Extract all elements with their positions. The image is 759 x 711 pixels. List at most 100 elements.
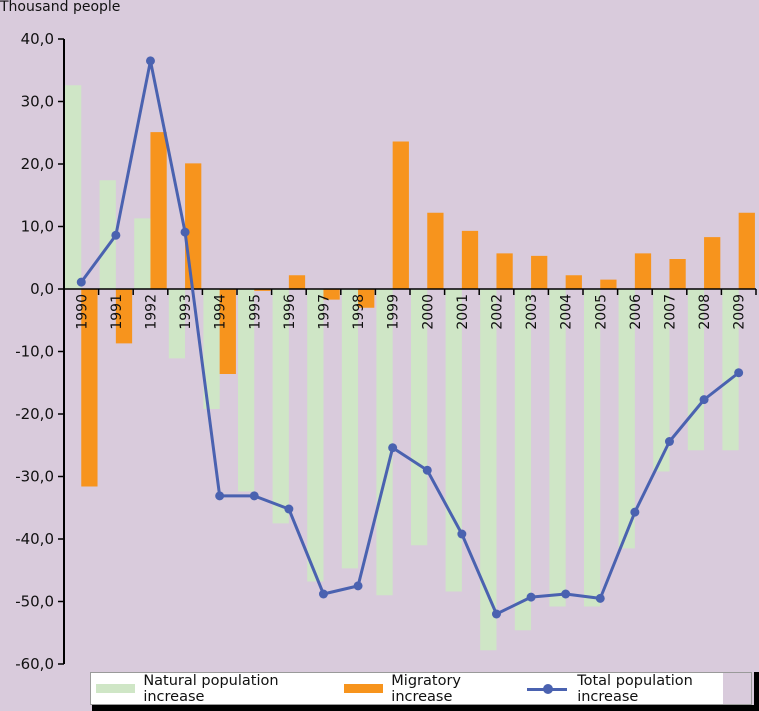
y-tick-label: -60,0 (15, 655, 54, 673)
x-tick-label-1996: 1996 (282, 294, 298, 330)
natural-bar-2007 (653, 289, 670, 472)
migratory-bar-1990 (81, 289, 98, 487)
total-point-2008 (699, 395, 709, 405)
total-point-2000 (422, 465, 432, 475)
legend-item-total: Total population increase (521, 673, 751, 705)
migratory-bar-2002 (496, 253, 513, 289)
total-point-1994 (215, 491, 225, 501)
migratory-bar-1999 (392, 141, 409, 289)
y-tick-label: -40,0 (15, 530, 54, 548)
legend-label-total: Total population increase (577, 672, 693, 705)
x-tick-label-1990: 1990 (74, 294, 90, 330)
total-point-2007 (664, 437, 674, 446)
total-point-2002 (491, 609, 501, 619)
right-border-strip (754, 672, 759, 711)
total-point-2009 (734, 368, 744, 378)
total-point-2006 (630, 507, 640, 517)
total-point-1998 (353, 581, 363, 591)
y-axis-unit-label: Thousand people (0, 0, 121, 15)
migratory-bar-1994 (219, 289, 236, 374)
y-tick-label: -10,0 (15, 343, 54, 361)
total-point-1997 (318, 589, 328, 599)
x-tick-label-2001: 2001 (455, 294, 471, 330)
total-point-2003 (526, 592, 536, 602)
x-tick-label-1999: 1999 (386, 294, 402, 330)
natural-bar-2003 (514, 289, 532, 631)
legend-overlap-patch (723, 673, 751, 704)
migratory-bar-2005 (600, 279, 617, 289)
axes-group: 40,0 30,0 20,0 10,0 0,0 -10,0 -20,0 -30,0 -40,0 -… (15, 30, 757, 673)
x-tick-label-1997: 1997 (317, 294, 333, 330)
migratory-bar-1992 (150, 132, 167, 289)
natural-bar-1990 (65, 85, 82, 289)
x-tick-label-2008: 2008 (697, 294, 713, 330)
natural-bar-1999 (376, 289, 393, 596)
x-tick-label-1995: 1995 (247, 294, 263, 330)
migratory-bar-1995 (254, 289, 271, 291)
legend-item-migratory: Migratory increase (336, 673, 521, 705)
x-tick-label-2007: 2007 (663, 294, 679, 330)
migratory-bar-1997 (323, 289, 340, 300)
migratory-bar-2003 (531, 255, 548, 289)
total-point-2004 (561, 589, 571, 599)
total-point-1990 (76, 277, 86, 287)
natural-bar-2009 (722, 289, 739, 451)
total-line-group (76, 56, 744, 619)
x-tick-label-2006: 2006 (628, 294, 644, 330)
natural-bar-1991 (99, 180, 116, 289)
x-tick-label-2000: 2000 (420, 294, 436, 330)
x-tick-label-1991: 1991 (109, 294, 125, 330)
migratory-bar-2008 (704, 237, 721, 289)
legend-label-migratory: Migratory increase (391, 672, 461, 705)
natural-bars-group (65, 85, 739, 651)
legend-swatch-natural (96, 684, 136, 693)
y-tick-label: 30,0 (21, 93, 54, 111)
y-tick-label: 10,0 (21, 218, 54, 236)
legend-swatch-total-line (526, 683, 568, 695)
legend-item-natural: Natural population increase (91, 673, 336, 705)
total-point-1993 (180, 227, 190, 237)
natural-bar-2001 (445, 289, 462, 592)
natural-bar-2004 (549, 289, 566, 607)
y-tick-label: -20,0 (15, 405, 54, 423)
migratory-bar-2007 (669, 259, 686, 289)
x-tick-label-1992: 1992 (144, 294, 160, 330)
y-tick-label: 20,0 (21, 155, 54, 173)
x-tick-label-1993: 1993 (178, 294, 194, 330)
total-point-1991 (111, 230, 121, 240)
natural-bar-2005 (584, 289, 601, 607)
migratory-bar-2004 (565, 275, 582, 289)
migratory-bar-2001 (461, 230, 479, 289)
migratory-bar-1991 (115, 289, 133, 344)
x-tick-label-1994: 1994 (213, 294, 229, 330)
natural-bar-2000 (411, 289, 428, 546)
x-tick-label-1998: 1998 (351, 294, 367, 330)
y-tick-label: -30,0 (15, 468, 54, 486)
x-tick-label-2002: 2002 (490, 294, 506, 330)
x-tick-label-2004: 2004 (559, 294, 575, 330)
total-point-2005 (595, 593, 605, 603)
natural-bar-2002 (480, 289, 497, 651)
legend-label-natural: Natural population increase (143, 672, 279, 705)
total-point-1992 (145, 56, 155, 66)
legend: Natural population increase Migratory in… (90, 672, 752, 705)
y-tick-label: 0,0 (30, 280, 54, 298)
natural-bar-2006 (618, 289, 635, 549)
natural-bar-1996 (272, 289, 289, 524)
migratory-bar-1998 (358, 289, 375, 308)
migratory-bar-2006 (634, 253, 652, 289)
natural-bar-1994 (203, 289, 220, 409)
x-tick-label-2003: 2003 (524, 294, 540, 330)
y-tick-label: -50,0 (15, 593, 54, 611)
total-point-1995 (249, 491, 259, 501)
total-point-2001 (457, 529, 467, 539)
x-tick-label-2009: 2009 (732, 294, 748, 330)
natural-bar-2008 (687, 289, 705, 451)
migratory-bar-2000 (427, 212, 444, 289)
migratory-bar-1993 (185, 163, 202, 289)
migratory-bar-2009 (738, 212, 755, 289)
natural-bar-1992 (134, 218, 151, 289)
natural-bar-1995 (238, 289, 255, 492)
